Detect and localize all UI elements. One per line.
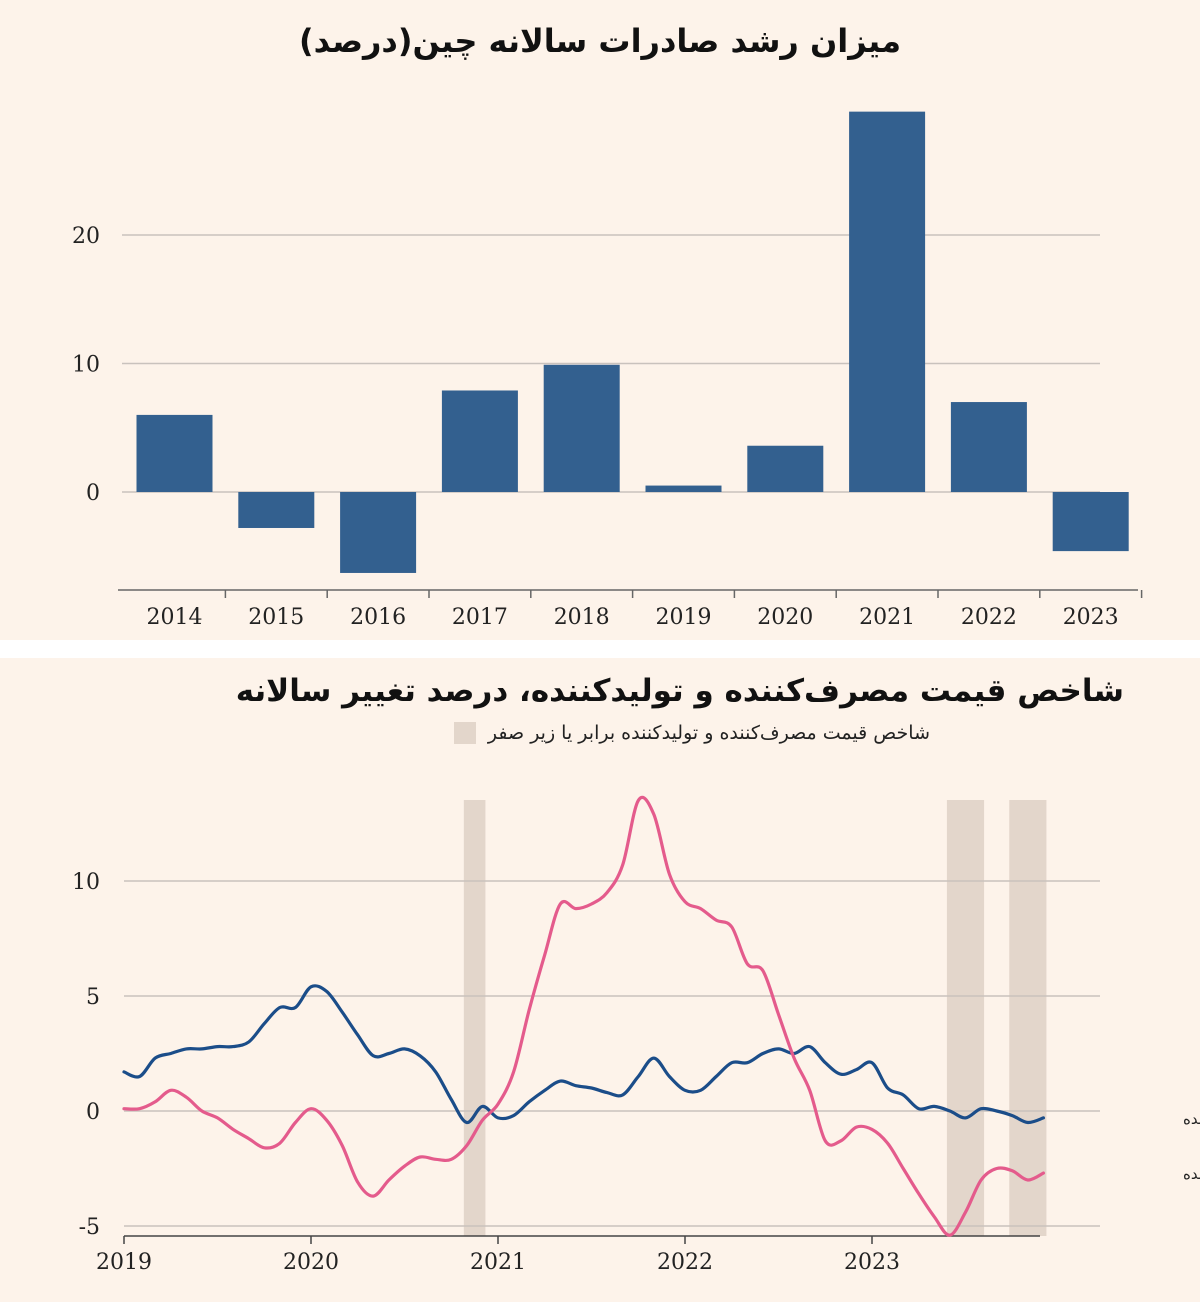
cpi-line: [122, 984, 1045, 1125]
export-growth-chart: 0 10 20 2014 2015 2016 2017 2018 2019 2020 2021 202…: [72, 111, 1143, 630]
y-tick-label: 0: [86, 1100, 100, 1125]
x-tick-label: 2014: [147, 605, 203, 630]
x-tick-label: 2016: [350, 605, 406, 630]
bar: [543, 364, 620, 492]
x-tick-label: 2023: [1063, 605, 1119, 630]
shade-legend: شاخص قیمت مصرف‌کننده و تولیدکننده برابر …: [453, 722, 930, 744]
x-tick-label: 2023: [844, 1250, 900, 1275]
shaded-period: [1009, 800, 1047, 1236]
x-tick-label: 2020: [283, 1250, 339, 1275]
x-tick-label: 2022: [961, 605, 1017, 630]
y-tick-label: 10: [72, 353, 100, 378]
x-tick-label: 2018: [554, 605, 610, 630]
y-tick-label: 5: [86, 985, 100, 1010]
x-tick-label: 2020: [757, 605, 813, 630]
y-tick-label: -5: [79, 1215, 100, 1240]
x-tick-label: 2017: [452, 605, 508, 630]
price-index-title: شاخص قیمت مصرف‌کننده و تولیدکننده، درصد …: [235, 673, 1124, 709]
price-index-panel: شاخص قیمت مصرف‌کننده و تولیدکننده، درصد …: [0, 658, 1200, 1302]
shaded-period: [946, 800, 985, 1236]
y-tick-label: 10: [72, 870, 100, 895]
ppi-series-label: قیمت تولید کننده: [1183, 1165, 1200, 1183]
x-tick-label: 2015: [248, 605, 304, 630]
bar: [136, 414, 213, 492]
shade-legend-swatch: [453, 722, 476, 744]
bar: [747, 445, 824, 492]
x-tick-label: 2021: [859, 605, 915, 630]
bar: [441, 390, 518, 492]
x-tick-label: 2019: [656, 605, 712, 630]
y-tick-label: 0: [86, 481, 100, 506]
y-tick-label: 20: [72, 224, 100, 249]
x-tick-label: 2022: [657, 1250, 713, 1275]
bar: [238, 492, 315, 528]
bar: [950, 402, 1027, 492]
price-index-chart: -5 0 5 10 2019 2020 2021 2022 2023 قیمت مصرف‌کنند…: [72, 795, 1200, 1275]
export-growth-panel: میزان رشد صادرات سالانه چین(درصد) 0 10 20 2…: [0, 0, 1200, 640]
bar: [645, 485, 722, 492]
x-tick-label: 2019: [96, 1250, 152, 1275]
shade-legend-label: شاخص قیمت مصرف‌کننده و تولیدکننده برابر …: [487, 722, 930, 744]
ppi-line: [122, 795, 1045, 1237]
x-tick-label: 2021: [470, 1250, 526, 1275]
cpi-series-label: قیمت مصرف‌کننده: [1183, 1110, 1200, 1128]
export-growth-title: میزان رشد صادرات سالانه چین(درصد): [298, 22, 902, 60]
bar: [849, 111, 926, 492]
shaded-period: [463, 800, 486, 1236]
bar: [1052, 492, 1129, 552]
bar: [340, 492, 417, 573]
